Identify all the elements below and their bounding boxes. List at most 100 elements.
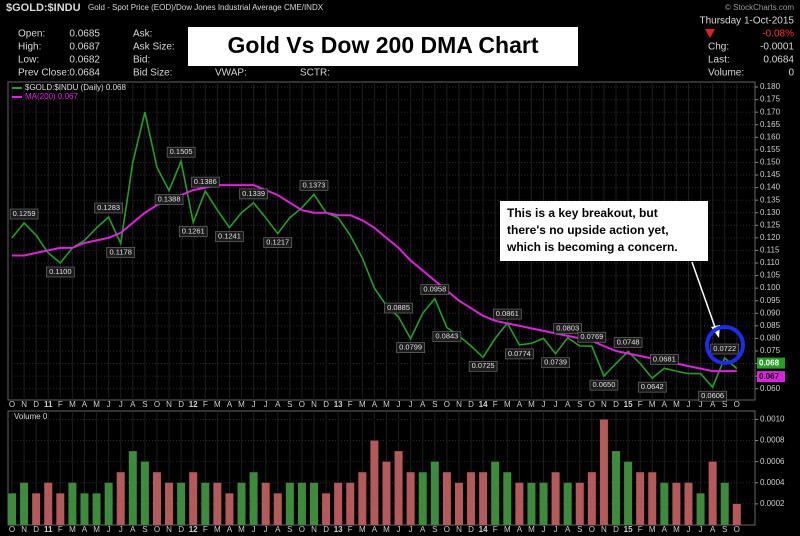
x-tick-label: N (21, 400, 27, 409)
volume-bar (32, 493, 41, 525)
y-tick-label: 0.075 (760, 346, 781, 355)
annotation-box (190, 176, 220, 188)
annotation-box (541, 357, 570, 369)
y-tick-label: 0.105 (760, 271, 781, 280)
y-tick-label: 0.095 (760, 296, 781, 305)
x-tick-label: M (673, 400, 680, 409)
x-tick-label: J (119, 400, 123, 409)
x-tick-label: S (287, 400, 292, 409)
x-tick-label: 12 (189, 400, 198, 409)
annotation-box (299, 180, 329, 191)
x-tick-label: J (554, 400, 558, 409)
y-tick-label: 0.160 (760, 132, 781, 141)
x-tick-label: S (287, 525, 292, 534)
volume-bar (322, 493, 331, 525)
x-tick-label: O (9, 400, 15, 409)
annotation-label: 0.0650 (592, 380, 615, 389)
annotation-label: 0.0861 (496, 309, 519, 318)
y-tick-label: 0.165 (760, 120, 781, 129)
annotation-box (9, 208, 39, 220)
x-tick-label: A (275, 400, 281, 409)
annotation-box (263, 237, 293, 248)
volume-bar (68, 482, 77, 525)
volume-bar (128, 451, 137, 525)
field-value: 0.0682 (69, 55, 100, 66)
field-label: Bid Size: (133, 68, 172, 79)
x-tick-label: 14 (479, 525, 488, 534)
x-tick-label: M (214, 400, 221, 409)
annotation-box (106, 247, 136, 258)
x-tick-label: M (383, 400, 390, 409)
y-tick-label: 0.080 (760, 334, 781, 343)
annotation-box (698, 390, 727, 402)
x-tick-label: J (107, 400, 111, 409)
x-tick-label: D (323, 400, 329, 409)
volume-bar (8, 493, 16, 525)
y-tick-label: 0.0010 (760, 415, 785, 424)
x-tick-label: D (613, 400, 619, 409)
x-tick-label: F (58, 525, 63, 534)
x-tick-label: S (432, 525, 437, 534)
field-label: Ask: (133, 29, 152, 40)
x-tick-label: O (154, 525, 160, 534)
copyright: © StockCharts.com (725, 3, 794, 12)
x-tick-label: A (662, 400, 668, 409)
volume-bar (261, 482, 270, 525)
y-tick-label: 0.0006 (760, 457, 785, 466)
callout-line: there's no upside action yet, (507, 223, 669, 237)
volume-bar (672, 482, 681, 525)
volume-title: Volume 0 (14, 412, 48, 421)
x-tick-label: D (323, 525, 329, 534)
annotation-box (492, 308, 522, 320)
x-tick-label: N (601, 400, 607, 409)
volume-bar (551, 472, 560, 525)
volume-bar (636, 472, 645, 525)
field-label: High: (18, 42, 41, 53)
x-tick-label: M (238, 400, 245, 409)
x-tick-label: A (662, 525, 668, 534)
x-tick-label: A (710, 525, 716, 534)
field-value: -0.0001 (760, 42, 794, 53)
volume-bar (56, 493, 65, 525)
callout-line: This is a key breakout, but (507, 206, 658, 220)
volume-bar (80, 493, 89, 525)
x-tick-label: F (348, 400, 353, 409)
y-tick-label: 0.120 (760, 233, 781, 242)
x-tick-label: O (444, 525, 450, 534)
x-tick-label: 15 (624, 400, 633, 409)
annotation-label: 0.1339 (242, 189, 265, 198)
volume-bar (116, 472, 125, 525)
x-tick-label: N (311, 400, 317, 409)
annotation-label: 0.0739 (544, 358, 567, 367)
x-tick-label: A (565, 525, 571, 534)
x-tick-label: F (638, 400, 643, 409)
x-tick-label: A (227, 400, 233, 409)
x-tick-label: M (69, 525, 76, 534)
volume-bar (612, 451, 620, 525)
x-tick-label: 15 (624, 525, 633, 534)
x-tick-label: M (649, 525, 656, 534)
x-tick-label: A (517, 400, 523, 409)
field-label: Bid: (133, 55, 150, 66)
y-tick-label: 0.0004 (760, 478, 785, 487)
x-tick-label: M (359, 525, 366, 534)
volume-bar (104, 482, 113, 525)
volume-bar (225, 493, 234, 525)
annotation-box (396, 342, 425, 353)
x-tick-label: J (252, 400, 256, 409)
x-tick-label: O (299, 400, 305, 409)
field-label: VWAP: (215, 68, 247, 79)
volume-bar (213, 482, 222, 525)
symbol: $GOLD:$INDU (6, 2, 81, 14)
annotation-box (468, 360, 498, 372)
annotation-label: 0.1100 (49, 267, 71, 276)
volume-bar (491, 461, 500, 525)
x-tick-label: M (649, 400, 656, 409)
field-label: SCTR: (300, 68, 330, 79)
x-tick-label: J (542, 525, 546, 534)
x-tick-label: M (214, 525, 221, 534)
annotation-label: 0.1259 (13, 209, 36, 218)
volume-bar (140, 461, 149, 525)
volume-bar (249, 472, 258, 525)
